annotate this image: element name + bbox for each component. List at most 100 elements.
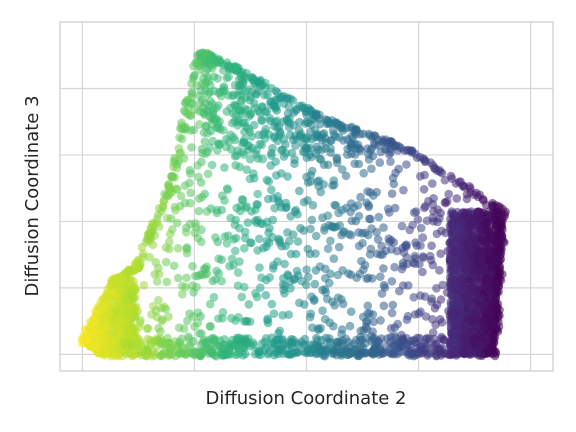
scatter-point — [240, 104, 249, 114]
scatter-point — [418, 267, 427, 277]
scatter-point — [186, 188, 195, 198]
scatter-point — [223, 185, 232, 194]
scatter-point — [465, 182, 474, 191]
scatter-point — [252, 200, 262, 209]
scatter-point — [435, 266, 444, 275]
scatter-point — [196, 86, 206, 95]
scatter-point — [130, 308, 140, 317]
scatter-point — [457, 254, 467, 264]
scatter-point — [329, 180, 339, 190]
scatter-point — [476, 339, 486, 349]
scatter-point — [387, 236, 396, 245]
scatter-point — [209, 292, 219, 302]
scatter-point — [245, 154, 255, 164]
scatter-point — [298, 147, 308, 156]
scatter-point — [312, 111, 321, 121]
scatter-point — [241, 337, 250, 346]
scatter-point — [463, 314, 472, 324]
scatter-point — [435, 213, 444, 223]
scatter-point — [165, 183, 175, 193]
scatter-point — [183, 316, 192, 326]
scatter-point — [182, 243, 192, 252]
scatter-point — [376, 272, 385, 282]
scatter-point — [85, 324, 95, 334]
scatter-point — [162, 277, 172, 287]
scatter-point — [142, 324, 152, 333]
scatter-point — [204, 101, 214, 110]
scatter-point — [161, 257, 171, 267]
scatter-point — [290, 159, 299, 168]
scatter-point — [227, 145, 236, 154]
scatter-point — [369, 191, 378, 200]
scatter-point — [180, 198, 190, 208]
scatter-point — [195, 120, 204, 129]
scatter-point — [222, 239, 232, 248]
scatter-point — [158, 349, 168, 359]
scatter-point — [190, 70, 199, 80]
scatter-point — [465, 283, 475, 293]
scatter-point — [196, 178, 206, 187]
scatter-point — [251, 289, 260, 298]
scatter-point — [443, 197, 452, 206]
scatter-point — [346, 142, 355, 151]
scatter-point — [264, 177, 274, 186]
scatter-point — [379, 223, 388, 232]
scatter-point — [237, 195, 247, 204]
scatter-point — [487, 254, 497, 264]
scatter-point — [319, 180, 328, 189]
scatter-point — [409, 208, 419, 217]
scatter-point — [402, 333, 411, 343]
scatter-point — [268, 215, 278, 225]
scatter-point — [454, 326, 463, 335]
scatter-point — [195, 107, 204, 116]
scatter-point — [328, 126, 338, 135]
scatter-point — [180, 123, 190, 132]
scatter-point — [258, 130, 268, 140]
scatter-point — [466, 301, 476, 311]
scatter-points — [77, 48, 510, 361]
scatter-point — [259, 243, 268, 253]
scatter-point — [203, 89, 213, 99]
scatter-point — [446, 171, 456, 181]
scatter-point — [306, 170, 316, 180]
scatter-point — [285, 236, 294, 246]
scatter-point — [482, 219, 492, 229]
scatter-point — [187, 93, 197, 102]
scatter-point — [189, 125, 199, 135]
scatter-point — [167, 171, 177, 181]
scatter-point — [187, 143, 196, 152]
scatter-point — [139, 280, 149, 290]
scatter-point — [361, 322, 371, 332]
scatter-point — [352, 273, 362, 283]
scatter-point — [428, 213, 438, 222]
scatter-point — [332, 155, 342, 164]
scatter-point — [416, 172, 425, 181]
scatter-point — [476, 249, 486, 258]
scatter-point — [266, 116, 275, 126]
scatter-point — [317, 335, 327, 345]
scatter-point — [188, 261, 197, 271]
scatter-point — [169, 261, 179, 271]
scatter-point — [103, 289, 113, 298]
scatter-point — [283, 93, 293, 103]
scatter-point — [384, 138, 393, 147]
scatter-point — [212, 114, 222, 124]
scatter-point — [428, 179, 437, 188]
scatter-point — [272, 116, 282, 126]
scatter-point — [393, 349, 402, 359]
scatter-point — [295, 117, 304, 127]
scatter-point — [432, 229, 442, 239]
scatter-point — [387, 277, 397, 286]
scatter-point — [296, 223, 305, 233]
scatter-point — [352, 125, 361, 135]
scatter-point — [403, 281, 413, 290]
scatter-point — [301, 280, 311, 290]
scatter-point — [162, 191, 171, 200]
scatter-point — [233, 268, 243, 277]
scatter-point — [178, 289, 187, 299]
scatter-point — [412, 153, 422, 162]
scatter-point — [193, 161, 202, 170]
scatter-point — [231, 215, 240, 225]
scatter-point — [399, 261, 408, 271]
scatter-point — [346, 307, 356, 317]
